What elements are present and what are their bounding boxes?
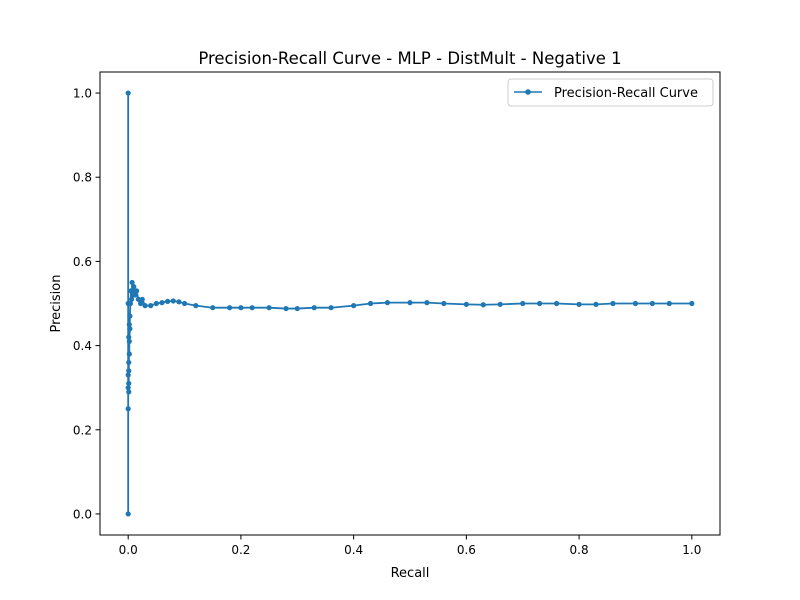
data-point bbox=[137, 300, 144, 307]
data-point bbox=[126, 389, 132, 395]
data-point bbox=[480, 302, 486, 308]
x-tick-label: 0.8 bbox=[570, 543, 589, 557]
data-point bbox=[126, 334, 132, 340]
chart-title: Precision-Recall Curve - MLP - DistMult … bbox=[198, 49, 621, 68]
x-axis-label: Recall bbox=[391, 566, 430, 581]
data-point bbox=[131, 284, 137, 290]
data-point bbox=[181, 300, 188, 307]
data-point bbox=[125, 372, 131, 378]
x-tick-label: 0.0 bbox=[119, 543, 138, 557]
data-point bbox=[132, 292, 138, 298]
data-point bbox=[210, 305, 216, 311]
data-point bbox=[127, 300, 134, 307]
data-point bbox=[135, 296, 141, 302]
legend-label: Precision-Recall Curve bbox=[554, 86, 698, 101]
x-tick-label: 1.0 bbox=[682, 543, 701, 557]
data-point bbox=[126, 321, 132, 328]
x-tick-label: 0.4 bbox=[344, 543, 363, 557]
axes-frame bbox=[99, 71, 721, 536]
data-point bbox=[593, 301, 599, 307]
data-point bbox=[610, 300, 616, 307]
plot-area: 0.0 0.2 0.4 0.6 0.8 1.0 0.0 0.2 0.4 0.6 0.8 1.0 bbox=[73, 71, 721, 557]
data-point bbox=[632, 300, 639, 307]
series-layer bbox=[125, 90, 695, 517]
y-axis-ticks: 0.0 0.2 0.4 0.6 0.8 1.0 bbox=[73, 87, 100, 521]
data-point bbox=[537, 300, 543, 307]
data-point bbox=[165, 298, 171, 304]
data-point bbox=[127, 313, 133, 319]
data-point bbox=[148, 303, 154, 309]
y-tick-label: 0.6 bbox=[73, 255, 92, 269]
data-point bbox=[649, 300, 655, 307]
data-point bbox=[227, 305, 233, 311]
data-point bbox=[126, 368, 132, 374]
data-point bbox=[125, 385, 131, 391]
legend: Precision-Recall Curve bbox=[507, 78, 714, 107]
data-point bbox=[520, 300, 526, 307]
legend-marker-swatch bbox=[525, 89, 531, 95]
data-point bbox=[193, 303, 199, 309]
data-point bbox=[266, 305, 272, 311]
data-point bbox=[463, 301, 469, 307]
y-tick-label: 0.4 bbox=[73, 339, 92, 353]
data-point bbox=[367, 300, 374, 307]
data-point bbox=[441, 300, 447, 307]
x-tick-label: 0.6 bbox=[457, 543, 476, 557]
data-point bbox=[129, 279, 135, 286]
y-tick-label: 0.8 bbox=[73, 171, 92, 185]
data-point bbox=[294, 305, 300, 312]
data-point bbox=[134, 288, 140, 294]
data-point bbox=[328, 305, 334, 311]
data-point bbox=[424, 300, 430, 306]
data-point bbox=[128, 296, 135, 302]
data-point bbox=[283, 305, 289, 312]
data-point bbox=[126, 338, 132, 344]
data-point bbox=[384, 300, 391, 306]
data-point bbox=[153, 300, 159, 307]
data-point bbox=[666, 300, 672, 307]
data-point bbox=[127, 326, 133, 332]
series-line bbox=[127, 92, 692, 514]
data-point bbox=[238, 305, 244, 311]
data-point bbox=[497, 301, 503, 307]
data-point bbox=[128, 288, 134, 294]
legend-frame bbox=[507, 78, 714, 107]
data-point bbox=[125, 406, 131, 412]
y-tick-label: 0.2 bbox=[73, 423, 92, 437]
data-point bbox=[249, 305, 255, 311]
data-point bbox=[126, 351, 132, 357]
data-point bbox=[689, 300, 695, 307]
y-axis-label: Precision bbox=[49, 274, 64, 332]
data-point bbox=[126, 359, 132, 366]
y-tick-label: 1.0 bbox=[73, 87, 92, 101]
data-point bbox=[553, 300, 560, 307]
data-point bbox=[142, 303, 148, 309]
data-point bbox=[159, 300, 165, 306]
data-point bbox=[351, 303, 357, 309]
y-tick-label: 0.0 bbox=[73, 507, 92, 521]
x-tick-label: 0.2 bbox=[231, 543, 250, 557]
data-point bbox=[170, 298, 176, 304]
data-point bbox=[576, 301, 582, 307]
data-point bbox=[126, 380, 132, 387]
data-point bbox=[139, 296, 145, 302]
data-point bbox=[407, 300, 413, 306]
x-axis-ticks: 0.0 0.2 0.4 0.6 0.8 1.0 bbox=[119, 535, 701, 557]
data-point bbox=[125, 90, 131, 96]
data-point bbox=[311, 305, 317, 311]
data-point bbox=[176, 299, 182, 305]
data-point bbox=[125, 511, 131, 517]
